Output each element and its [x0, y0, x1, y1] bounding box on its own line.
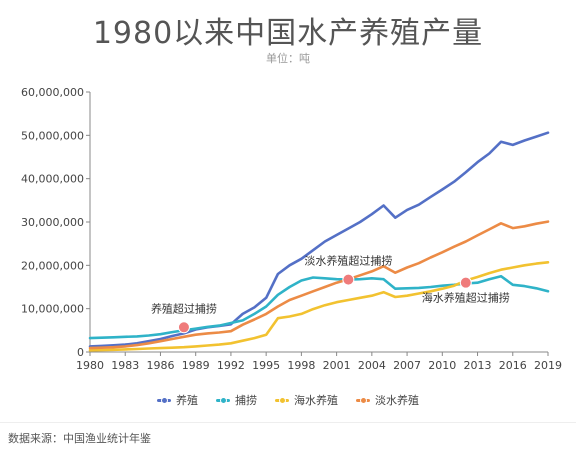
- x-tick-label: 2013: [464, 359, 492, 372]
- annotation-marker: [342, 273, 355, 286]
- legend-swatch: [216, 396, 230, 404]
- x-tick-label: 1980: [76, 359, 104, 372]
- annotation-label: 海水养殖超过捕捞: [422, 291, 510, 305]
- y-tick-label: 30,000,000: [21, 216, 84, 229]
- data-source: 数据来源：中国渔业统计年鉴: [8, 432, 151, 445]
- series-line-淡水养殖: [88, 220, 550, 350]
- series-line-海水养殖: [88, 260, 550, 352]
- x-tick-label: 1998: [287, 359, 315, 372]
- legend-label: 海水养殖: [294, 394, 338, 407]
- x-tick-label: 2007: [393, 359, 421, 372]
- line-chart: 0 10,000,000 20,000,000 30,000,000 40,000,00…: [21, 86, 562, 372]
- x-tick-label: 1995: [252, 359, 280, 372]
- y-tick-label: 60,000,000: [21, 86, 84, 99]
- chart-legend: 养殖 捕捞 海水养殖 淡水养殖: [0, 392, 576, 408]
- series-line-养殖: [88, 131, 550, 348]
- chart-title: 1980以来中国水产养殖产量: [92, 16, 484, 51]
- x-tick-label: 2004: [358, 359, 386, 372]
- legend-item[interactable]: 淡水养殖: [356, 392, 419, 408]
- legend-swatch: [275, 396, 289, 404]
- annotation-label: 养殖超过捕捞: [151, 301, 217, 315]
- y-tick-label: 20,000,000: [21, 259, 84, 272]
- legend-swatch: [356, 396, 370, 404]
- x-tick-label: 1992: [217, 359, 245, 372]
- legend-label: 养殖: [176, 394, 198, 407]
- legend-item[interactable]: 海水养殖: [275, 392, 338, 408]
- y-tick-label: 10,000,000: [21, 303, 84, 316]
- x-tick-label: 2010: [428, 359, 456, 372]
- chart-unit-label: 单位：吨: [266, 52, 310, 65]
- legend-swatch: [157, 396, 171, 404]
- annotation-label: 淡水养殖超过捕捞: [304, 254, 392, 268]
- x-tick-label: 2019: [534, 359, 562, 372]
- x-tick-label: 1986: [146, 359, 174, 372]
- x-tick-label: 1989: [182, 359, 210, 372]
- x-tick-label: 1983: [111, 359, 139, 372]
- y-tick-label: 40,000,000: [21, 173, 84, 186]
- y-tick-label: 0: [77, 346, 84, 359]
- x-tick-label: 2001: [323, 359, 351, 372]
- y-tick-label: 50,000,000: [21, 129, 84, 142]
- legend-label: 淡水养殖: [375, 394, 419, 407]
- x-tick-label: 2016: [499, 359, 527, 372]
- annotation-marker: [177, 321, 190, 334]
- legend-label: 捕捞: [235, 394, 257, 407]
- footer-divider: [0, 422, 576, 423]
- legend-item[interactable]: 捕捞: [216, 392, 257, 408]
- annotation-marker: [459, 276, 472, 289]
- legend-item[interactable]: 养殖: [157, 392, 198, 408]
